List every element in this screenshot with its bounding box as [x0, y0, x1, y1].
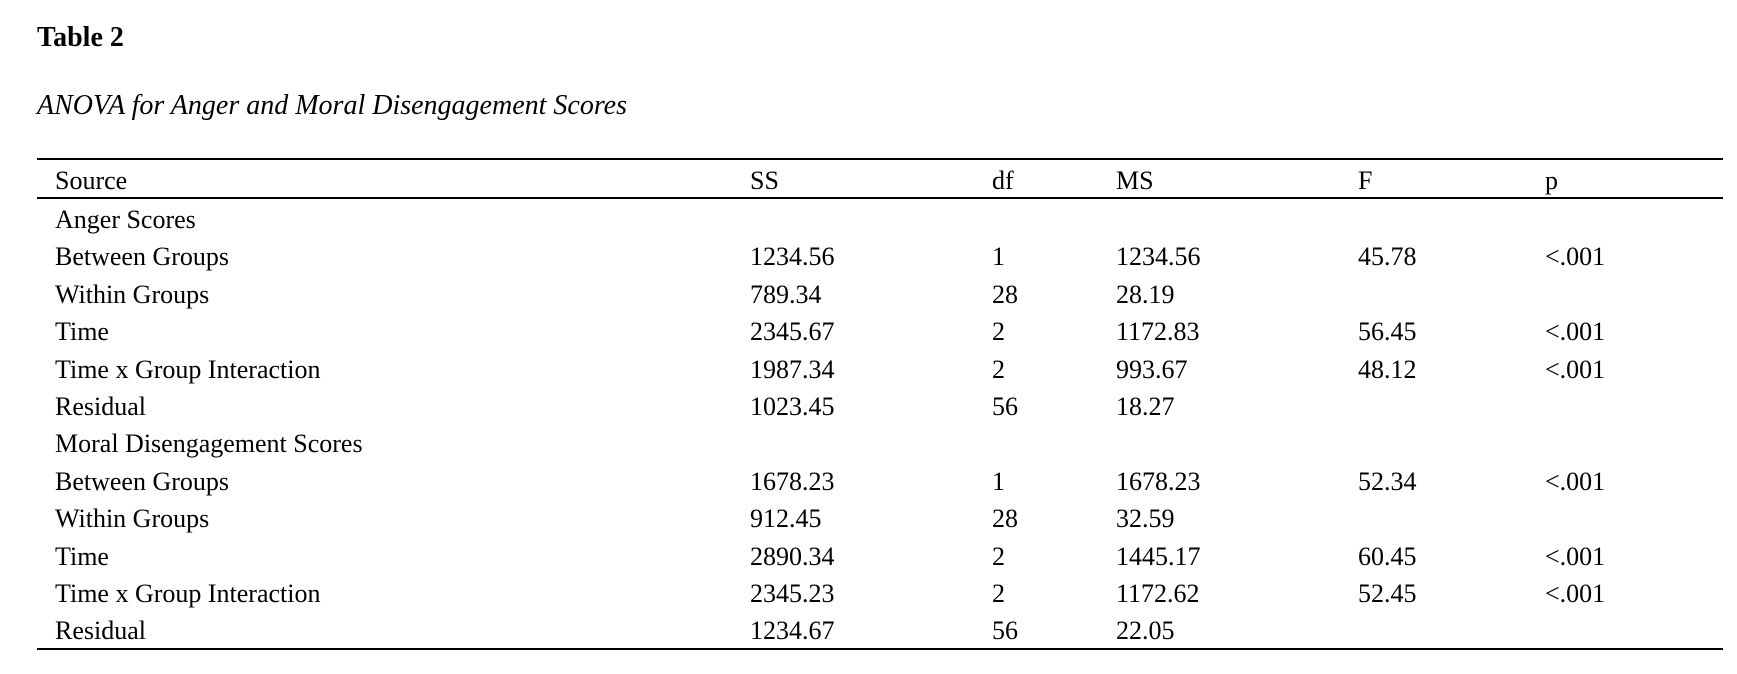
column-header: p: [1545, 166, 1558, 195]
cell-value: 2: [992, 317, 1005, 347]
cell-value: <.001: [1545, 466, 1606, 496]
cell-value: 1: [992, 242, 1005, 272]
cell-value: 2890.34: [750, 541, 835, 571]
cell-value: 2345.23: [750, 579, 835, 608]
data-row: Residual 1234.67 56 22.05: [0, 612, 1737, 649]
cell-value: 60.45: [1358, 541, 1417, 571]
section-row: Moral Disengagement Scores: [0, 425, 1737, 462]
cell-value: 2345.67: [750, 317, 835, 347]
data-row: Time 2345.67 2 1172.83 56.45 <.001: [0, 313, 1737, 350]
cell-value: 1678.23: [750, 466, 835, 496]
cell-value: 1023.45: [750, 392, 835, 421]
cell-value: 1234.56: [1116, 242, 1201, 272]
source-label: Within Groups: [55, 279, 210, 309]
source-label: Between Groups: [55, 242, 230, 272]
data-row: Between Groups 1234.56 1 1234.56 45.78 <.001: [0, 238, 1737, 275]
cell-value: 1172.83: [1116, 317, 1200, 347]
cell-value: 28.19: [1116, 279, 1175, 309]
cell-value: 28: [992, 279, 1018, 309]
column-header: df: [992, 166, 1014, 195]
cell-value: 1: [992, 466, 1005, 496]
source-label: Within Groups: [55, 504, 210, 534]
cell-value: 1445.17: [1116, 541, 1201, 571]
cell-value: 2: [992, 579, 1005, 608]
cell-value: 1172.62: [1116, 579, 1200, 608]
source-label: Time: [55, 541, 109, 571]
cell-value: 52.45: [1358, 579, 1417, 608]
source-label: Time x Group Interaction: [55, 579, 321, 608]
cell-value: 993.67: [1116, 354, 1188, 384]
data-row: Residual 1023.45 56 18.27: [0, 388, 1737, 425]
cell-value: 56.45: [1358, 317, 1417, 347]
cell-value: 18.27: [1116, 392, 1175, 421]
cell-value: 2: [992, 541, 1005, 571]
cell-value: 56: [992, 616, 1018, 646]
data-row: Within Groups 789.34 28 28.19: [0, 276, 1737, 313]
data-row: Between Groups 1678.23 1 1678.23 52.34 <.001: [0, 463, 1737, 500]
source-label: Time: [55, 317, 109, 347]
cell-value: <.001: [1545, 354, 1606, 384]
cell-value: 912.45: [750, 504, 822, 534]
cell-value: <.001: [1545, 579, 1606, 608]
cell-value: 2: [992, 354, 1005, 384]
cell-value: 22.05: [1116, 616, 1175, 646]
column-header: MS: [1116, 166, 1154, 195]
cell-value: 32.59: [1116, 504, 1175, 534]
cell-value: 1234.67: [750, 616, 835, 646]
section-row: Anger Scores: [0, 201, 1737, 238]
cell-value: 28: [992, 504, 1018, 534]
header-rule: [37, 197, 1723, 199]
data-row: Time x Group Interaction 1987.34 2 993.67 48…: [0, 351, 1737, 388]
cell-value: <.001: [1545, 541, 1606, 571]
top-rule: [37, 158, 1723, 160]
source-label: Residual: [55, 616, 146, 646]
section-label: Anger Scores: [55, 205, 196, 234]
column-header: Source: [55, 166, 128, 195]
data-row: Within Groups 912.45 28 32.59: [0, 500, 1737, 537]
cell-value: <.001: [1545, 317, 1606, 347]
source-label: Time x Group Interaction: [55, 354, 321, 384]
cell-value: 789.34: [750, 279, 822, 309]
section-label: Moral Disengagement Scores: [55, 429, 363, 459]
cell-value: 52.34: [1358, 466, 1417, 496]
cell-value: 48.12: [1358, 354, 1417, 384]
data-row: Time 2890.34 2 1445.17 60.45 <.001: [0, 538, 1737, 575]
table-title: Table 2: [37, 22, 124, 53]
data-row: Time x Group Interaction 2345.23 2 1172.62 5…: [0, 575, 1737, 612]
cell-value: 1234.56: [750, 242, 835, 272]
column-header: SS: [750, 166, 779, 195]
source-label: Between Groups: [55, 466, 230, 496]
source-label: Residual: [55, 392, 146, 421]
cell-value: <.001: [1545, 242, 1606, 272]
column-header: F: [1358, 166, 1373, 195]
cell-value: 1678.23: [1116, 466, 1201, 496]
bottom-rule: [37, 648, 1723, 650]
table-subtitle: ANOVA for Anger and Moral Disengagement …: [37, 90, 628, 121]
cell-value: 56: [992, 392, 1018, 421]
cell-value: 45.78: [1358, 242, 1417, 272]
cell-value: 1987.34: [750, 354, 835, 384]
